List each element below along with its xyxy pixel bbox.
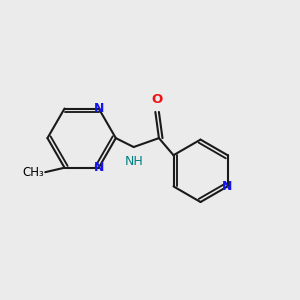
- Text: O: O: [152, 93, 163, 106]
- Text: N: N: [94, 161, 104, 174]
- Text: N: N: [94, 102, 104, 115]
- Text: CH₃: CH₃: [22, 166, 44, 179]
- Text: NH: NH: [124, 155, 143, 168]
- Text: N: N: [222, 180, 233, 193]
